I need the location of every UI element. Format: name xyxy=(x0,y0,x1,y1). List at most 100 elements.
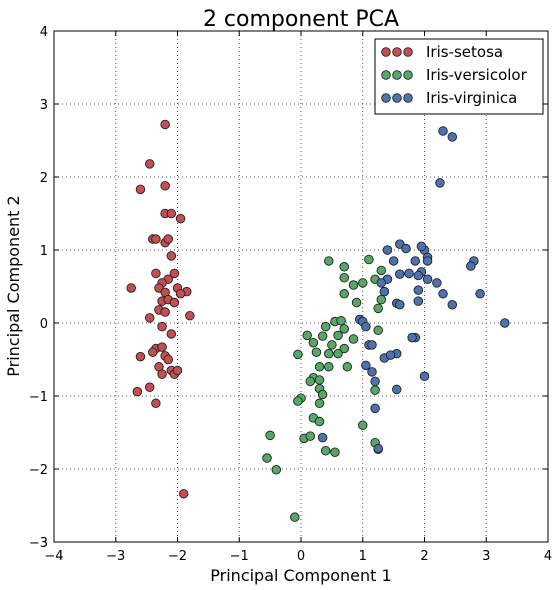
legend-label: Iris-versicolor xyxy=(426,66,528,84)
legend: Iris-setosa Iris-versicolor Iris-virginica xyxy=(374,38,544,115)
data-point xyxy=(317,331,328,341)
y-tick-label: 0 xyxy=(40,317,48,332)
data-point xyxy=(144,159,155,169)
data-point xyxy=(447,300,458,310)
y-tick-label: 3 xyxy=(40,98,48,113)
data-point xyxy=(175,213,186,224)
data-point xyxy=(358,278,368,288)
data-point xyxy=(185,310,195,321)
data-point xyxy=(172,365,183,376)
legend-marker xyxy=(403,93,413,103)
data-point xyxy=(151,234,161,244)
data-point xyxy=(314,416,325,427)
data-point xyxy=(126,283,136,293)
series-iris-setosa xyxy=(126,119,195,499)
data-point xyxy=(422,274,433,284)
data-point xyxy=(401,243,411,254)
legend-label: Iris-setosa xyxy=(426,43,503,61)
data-point xyxy=(364,254,374,265)
data-point xyxy=(333,348,343,359)
data-point xyxy=(339,272,349,283)
y-tick-label: −1 xyxy=(29,390,48,405)
data-point xyxy=(376,294,387,305)
data-point xyxy=(422,256,433,266)
data-point xyxy=(305,376,316,387)
legend-marker xyxy=(381,47,391,57)
data-point xyxy=(475,289,485,299)
data-point xyxy=(348,334,359,344)
legend-marker xyxy=(381,93,391,103)
data-point xyxy=(407,332,417,343)
data-point xyxy=(178,489,189,499)
data-point xyxy=(308,337,319,348)
data-point xyxy=(413,285,424,295)
data-point xyxy=(379,286,390,297)
data-point xyxy=(358,420,368,430)
data-point xyxy=(391,384,402,395)
legend-entry: Iris-setosa xyxy=(381,43,503,61)
data-point xyxy=(373,443,383,454)
data-point xyxy=(317,432,328,443)
data-point xyxy=(376,265,387,276)
data-point xyxy=(373,325,383,336)
y-tick-label: −2 xyxy=(29,463,48,478)
data-point xyxy=(166,329,177,339)
data-point xyxy=(385,350,396,360)
data-point xyxy=(333,330,343,341)
data-point xyxy=(157,342,167,352)
data-point xyxy=(327,340,337,350)
data-point xyxy=(361,360,371,371)
data-point xyxy=(324,362,334,372)
data-point xyxy=(160,119,170,130)
data-point xyxy=(314,362,325,372)
data-point xyxy=(262,453,272,463)
data-point xyxy=(175,289,186,299)
data-point xyxy=(151,268,161,279)
y-tick-label: 4 xyxy=(40,25,48,40)
x-tick-label: −3 xyxy=(106,549,125,564)
data-point xyxy=(311,347,322,357)
data-point xyxy=(293,349,303,360)
legend-box xyxy=(374,38,544,115)
data-point xyxy=(271,464,282,475)
data-point xyxy=(314,375,325,385)
data-point xyxy=(370,385,380,395)
data-point xyxy=(305,431,316,441)
data-point xyxy=(169,297,180,308)
data-point xyxy=(160,307,170,317)
x-tick-label: 4 xyxy=(544,549,552,564)
x-tick-label: −2 xyxy=(168,549,187,564)
data-point xyxy=(432,278,442,288)
legend-marker xyxy=(403,47,413,57)
data-point xyxy=(166,251,177,261)
legend-marker xyxy=(392,47,402,57)
x-tick-label: 0 xyxy=(297,549,305,564)
data-point xyxy=(157,321,167,332)
legend-label: Iris-virginica xyxy=(426,89,517,107)
data-point xyxy=(339,289,349,299)
legend-entry: Iris-virginica xyxy=(381,89,517,107)
data-point xyxy=(367,340,377,350)
data-point xyxy=(330,447,340,457)
data-point xyxy=(144,313,155,323)
data-point xyxy=(419,371,430,382)
data-point xyxy=(169,268,180,279)
data-point xyxy=(370,403,380,414)
y-axis-label: Principal Component 2 xyxy=(4,195,23,376)
data-point xyxy=(324,256,334,266)
x-tick-label: −1 xyxy=(230,549,249,564)
data-point xyxy=(293,396,303,406)
data-point xyxy=(339,324,349,334)
data-point xyxy=(438,126,448,136)
data-point xyxy=(361,321,371,332)
data-point xyxy=(351,297,362,308)
data-point xyxy=(290,512,300,522)
data-point xyxy=(395,300,405,310)
data-point xyxy=(404,268,414,279)
data-point xyxy=(382,245,393,255)
legend-marker xyxy=(381,70,391,80)
series-iris-versicolor xyxy=(262,254,387,522)
data-point xyxy=(339,343,349,354)
